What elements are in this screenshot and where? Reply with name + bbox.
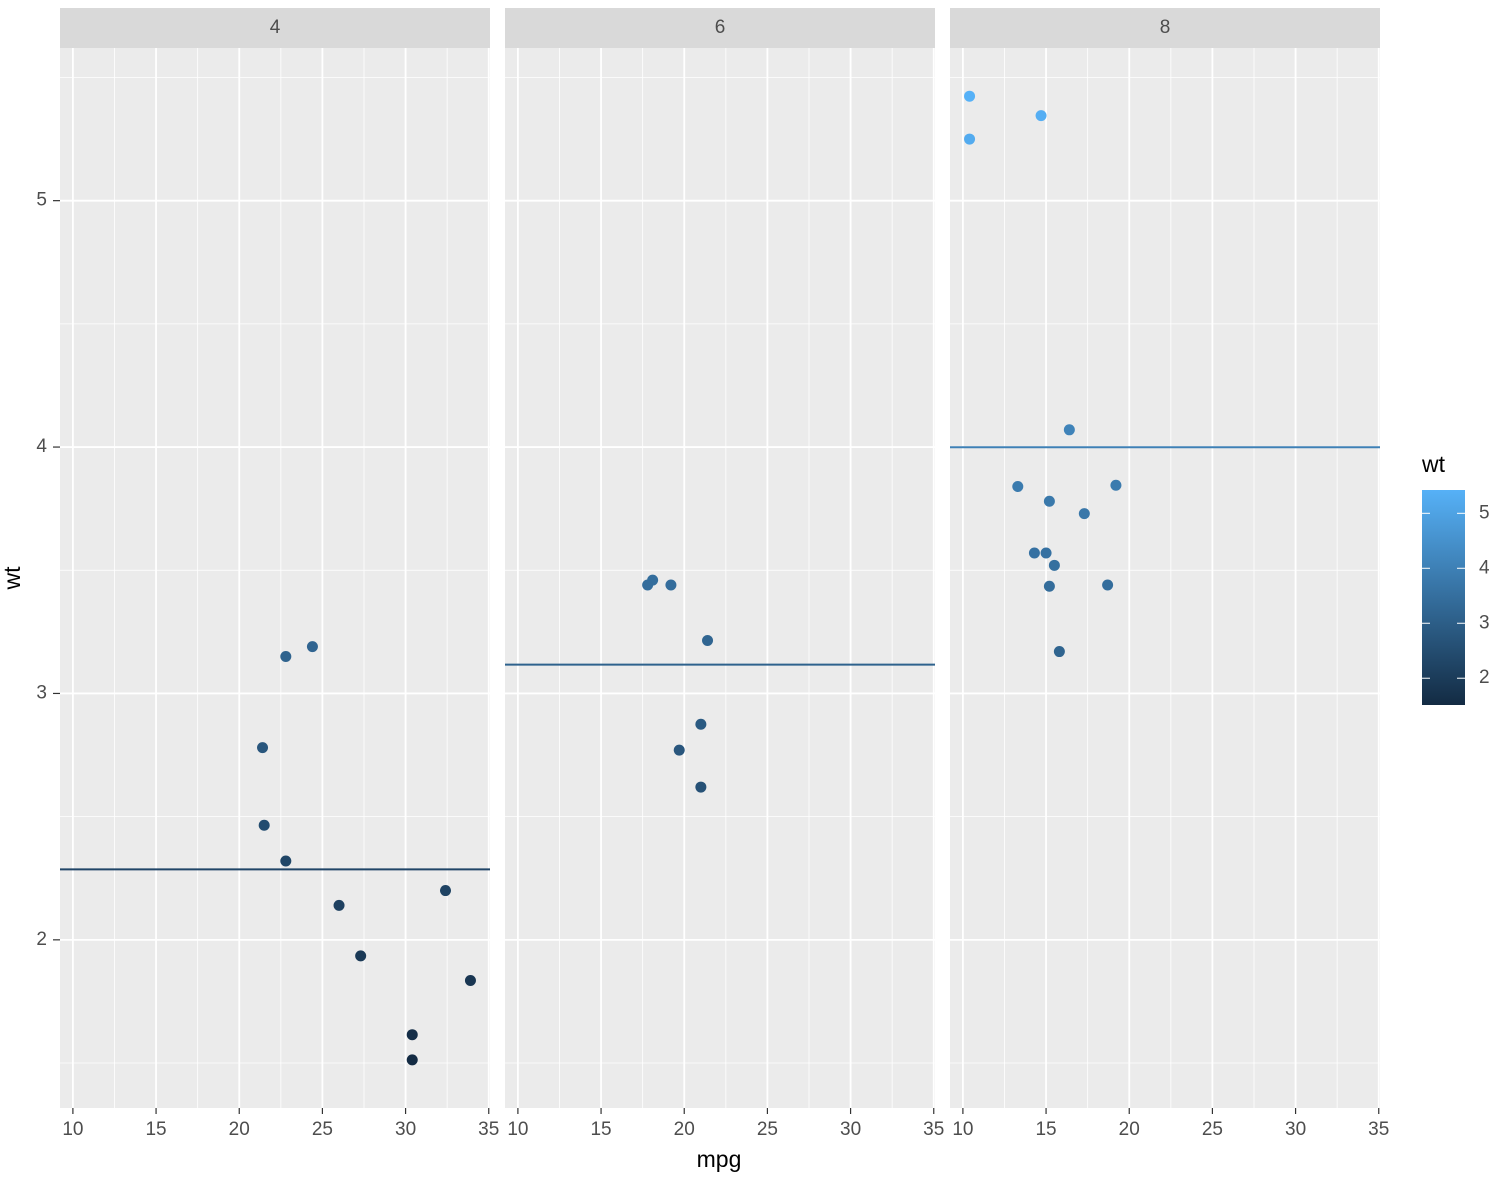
point xyxy=(695,781,707,793)
x-tick-label: 35 xyxy=(1368,1119,1389,1140)
x-tick-label: 30 xyxy=(1285,1119,1306,1140)
x-tick-label: 20 xyxy=(1119,1119,1140,1140)
strip xyxy=(60,8,490,48)
strip xyxy=(950,8,1380,48)
x-tick-label: 15 xyxy=(1035,1119,1056,1140)
point xyxy=(1043,495,1055,507)
x-tick-label: 30 xyxy=(840,1119,861,1140)
x-tick-label: 30 xyxy=(395,1119,416,1140)
point xyxy=(1028,547,1040,559)
point xyxy=(964,133,976,145)
x-tick-label: 35 xyxy=(478,1119,499,1140)
panel xyxy=(950,48,1380,1108)
x-tick-label: 25 xyxy=(312,1119,333,1140)
legend-label: 5 xyxy=(1479,502,1490,523)
point xyxy=(1063,424,1075,436)
strip-label: 6 xyxy=(715,17,726,38)
x-tick-label: 35 xyxy=(923,1119,944,1140)
point xyxy=(673,744,685,756)
point xyxy=(1110,479,1122,491)
x-tick-label: 10 xyxy=(507,1119,528,1140)
point xyxy=(333,899,345,911)
legend-label: 2 xyxy=(1479,667,1490,688)
point xyxy=(1035,110,1047,122)
y-tick-label: 3 xyxy=(36,682,47,703)
x-axis-title: mpg xyxy=(697,1146,742,1172)
point xyxy=(406,1054,418,1066)
point xyxy=(1012,480,1024,492)
panel xyxy=(60,48,490,1108)
point xyxy=(695,718,707,730)
point xyxy=(642,579,654,591)
point xyxy=(306,641,318,653)
point xyxy=(1053,646,1065,658)
colorbar xyxy=(1422,490,1465,705)
x-tick-label: 20 xyxy=(229,1119,250,1140)
x-tick-label: 10 xyxy=(952,1119,973,1140)
x-tick-label: 15 xyxy=(590,1119,611,1140)
point xyxy=(257,742,269,754)
point xyxy=(1048,559,1060,571)
point xyxy=(406,1029,418,1041)
legend-label: 3 xyxy=(1479,612,1490,633)
point xyxy=(464,974,476,986)
y-axis-title: wt xyxy=(0,566,25,591)
y-tick-label: 2 xyxy=(36,929,47,950)
y-tick-label: 4 xyxy=(36,436,47,457)
x-tick-label: 10 xyxy=(62,1119,83,1140)
legend-title: wt xyxy=(1421,451,1446,477)
point xyxy=(665,579,677,591)
point xyxy=(258,819,270,831)
point xyxy=(1102,579,1114,591)
panel xyxy=(505,48,935,1108)
y-tick-label: 5 xyxy=(36,190,47,211)
strip-label: 8 xyxy=(1160,17,1171,38)
point xyxy=(440,885,452,897)
strip-label: 4 xyxy=(270,17,281,38)
legend-label: 4 xyxy=(1479,557,1490,578)
point xyxy=(964,90,976,102)
point xyxy=(1043,580,1055,592)
point xyxy=(702,634,714,646)
point xyxy=(355,950,367,962)
point xyxy=(280,650,292,662)
x-tick-label: 25 xyxy=(1202,1119,1223,1140)
point xyxy=(1040,547,1052,559)
strip xyxy=(505,8,935,48)
x-tick-label: 15 xyxy=(145,1119,166,1140)
point xyxy=(1078,508,1090,520)
point xyxy=(280,855,292,867)
x-tick-label: 20 xyxy=(674,1119,695,1140)
x-tick-label: 25 xyxy=(757,1119,778,1140)
